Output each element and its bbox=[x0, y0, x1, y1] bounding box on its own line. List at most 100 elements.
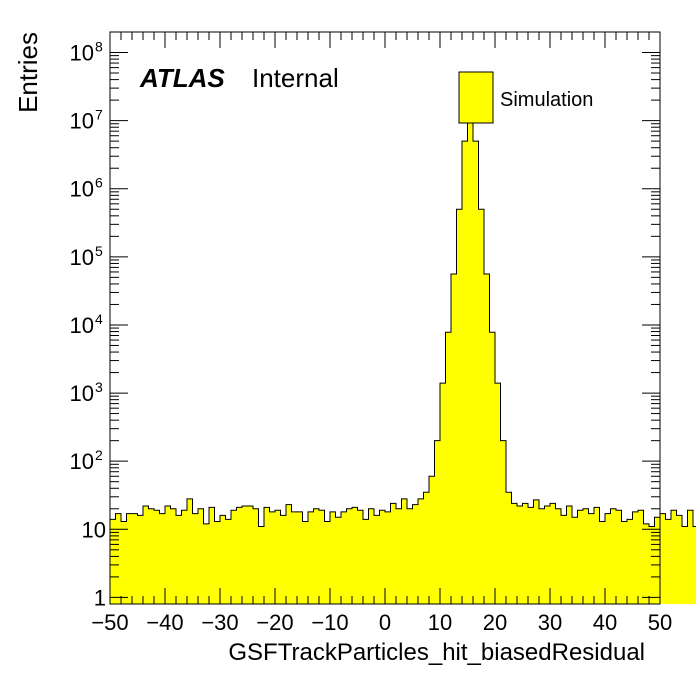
histogram-bar bbox=[132, 513, 138, 604]
histogram-bar bbox=[401, 498, 408, 604]
histogram-bar bbox=[533, 499, 540, 604]
y-tick-exponent: 4 bbox=[95, 311, 103, 327]
histogram-bar bbox=[451, 273, 457, 604]
histogram-bar bbox=[528, 507, 534, 604]
histogram-bar bbox=[599, 521, 606, 604]
histogram-bar bbox=[302, 521, 309, 604]
histogram-bar bbox=[291, 511, 298, 604]
histogram-bar bbox=[632, 511, 639, 604]
histogram-bar bbox=[638, 510, 644, 604]
histogram-bar bbox=[605, 513, 611, 604]
histogram-bar bbox=[456, 209, 463, 604]
y-tick-label: 1 bbox=[94, 585, 106, 610]
histogram-bar bbox=[621, 521, 628, 604]
y-tick-exponent: 5 bbox=[95, 243, 103, 259]
histogram-bar bbox=[253, 508, 259, 604]
histogram-bar bbox=[368, 508, 375, 604]
histogram-bar bbox=[473, 141, 479, 604]
histogram-bar bbox=[275, 510, 281, 604]
x-tick-label: −50 bbox=[91, 610, 128, 635]
histogram-outline bbox=[109, 108, 696, 604]
histogram-bar bbox=[341, 511, 347, 604]
histogram-bar bbox=[330, 511, 336, 604]
histogram-bar bbox=[522, 503, 529, 604]
histogram-bar bbox=[693, 526, 696, 604]
histogram-bar bbox=[154, 510, 160, 604]
histogram-bar bbox=[176, 515, 182, 604]
histogram-bar bbox=[121, 521, 127, 604]
histogram-bar bbox=[544, 505, 551, 604]
histogram-bar bbox=[313, 508, 320, 604]
histogram-bar bbox=[335, 517, 342, 604]
histogram-bar bbox=[539, 508, 545, 604]
histogram-bar bbox=[220, 515, 226, 604]
y-tick-exponent: 3 bbox=[95, 379, 103, 395]
histogram-bar bbox=[242, 505, 248, 604]
histogram-bar bbox=[566, 505, 573, 604]
histogram-bar bbox=[280, 515, 287, 604]
histogram-bar bbox=[148, 508, 155, 604]
x-axis-label: GSFTrackParticles_hit_biasedResidual bbox=[228, 639, 645, 666]
histogram-bar bbox=[396, 508, 402, 604]
legend-entry-label: Simulation bbox=[500, 89, 593, 111]
histogram-bar bbox=[209, 507, 215, 604]
histogram-bar bbox=[588, 513, 595, 604]
x-tick-label: −20 bbox=[256, 610, 293, 635]
histogram-bar bbox=[187, 498, 193, 604]
y-tick-label: 10 bbox=[70, 313, 94, 338]
histogram-bar bbox=[671, 510, 677, 604]
y-tick-label: 10 bbox=[70, 381, 94, 406]
histogram-bar bbox=[495, 383, 501, 604]
histogram-bar bbox=[269, 511, 276, 604]
histogram-bar bbox=[385, 511, 391, 604]
histogram-bar bbox=[346, 508, 353, 604]
histogram-bar bbox=[214, 521, 221, 604]
x-tick-label: −30 bbox=[201, 610, 238, 635]
histogram-bar bbox=[687, 510, 694, 604]
histogram-bar bbox=[137, 515, 144, 604]
y-axis-label: Entries bbox=[13, 32, 43, 113]
histogram-bar bbox=[407, 508, 413, 604]
histogram-bar bbox=[429, 476, 435, 604]
histogram-bar bbox=[165, 505, 171, 604]
histogram-bar bbox=[379, 510, 386, 604]
histogram-bar bbox=[616, 510, 622, 604]
histogram-bar bbox=[308, 511, 314, 604]
histogram-bar bbox=[660, 513, 666, 604]
histogram-bar bbox=[676, 515, 683, 604]
histogram-bar bbox=[352, 507, 358, 604]
y-tick-exponent: 2 bbox=[95, 447, 103, 463]
histogram-bar bbox=[478, 209, 485, 604]
histogram-bar bbox=[247, 505, 254, 604]
histogram-bar bbox=[363, 519, 369, 604]
histogram-bar bbox=[357, 510, 364, 604]
y-tick-exponent: 6 bbox=[95, 175, 103, 191]
histogram-bar bbox=[555, 508, 562, 604]
y-tick-label: 10 bbox=[70, 449, 94, 474]
atlas-label-bold: ATLAS bbox=[139, 63, 225, 93]
histogram-bar bbox=[297, 511, 303, 604]
x-tick-label: 30 bbox=[538, 610, 562, 635]
histogram-bar bbox=[643, 523, 650, 604]
histogram-bar bbox=[627, 519, 633, 604]
histogram-bar bbox=[115, 513, 122, 604]
histogram-bar bbox=[665, 519, 672, 604]
y-tick-label: 10 bbox=[70, 245, 94, 270]
histogram-bar bbox=[423, 492, 430, 604]
histogram-bar bbox=[324, 521, 331, 604]
x-tick-label: −10 bbox=[311, 610, 348, 635]
legend-swatch bbox=[458, 71, 494, 124]
x-tick-label: 50 bbox=[648, 610, 672, 635]
histogram-bar bbox=[462, 141, 468, 604]
histogram-bar bbox=[561, 515, 567, 604]
histogram-bar bbox=[319, 510, 325, 604]
y-tick-label: 10 bbox=[70, 41, 94, 66]
histogram-bar bbox=[583, 508, 589, 604]
histogram-bar bbox=[203, 523, 210, 604]
x-tick-label: −40 bbox=[146, 610, 183, 635]
legend: Simulation bbox=[458, 71, 593, 124]
x-tick-label: 10 bbox=[428, 610, 452, 635]
histogram-bar bbox=[610, 508, 617, 604]
